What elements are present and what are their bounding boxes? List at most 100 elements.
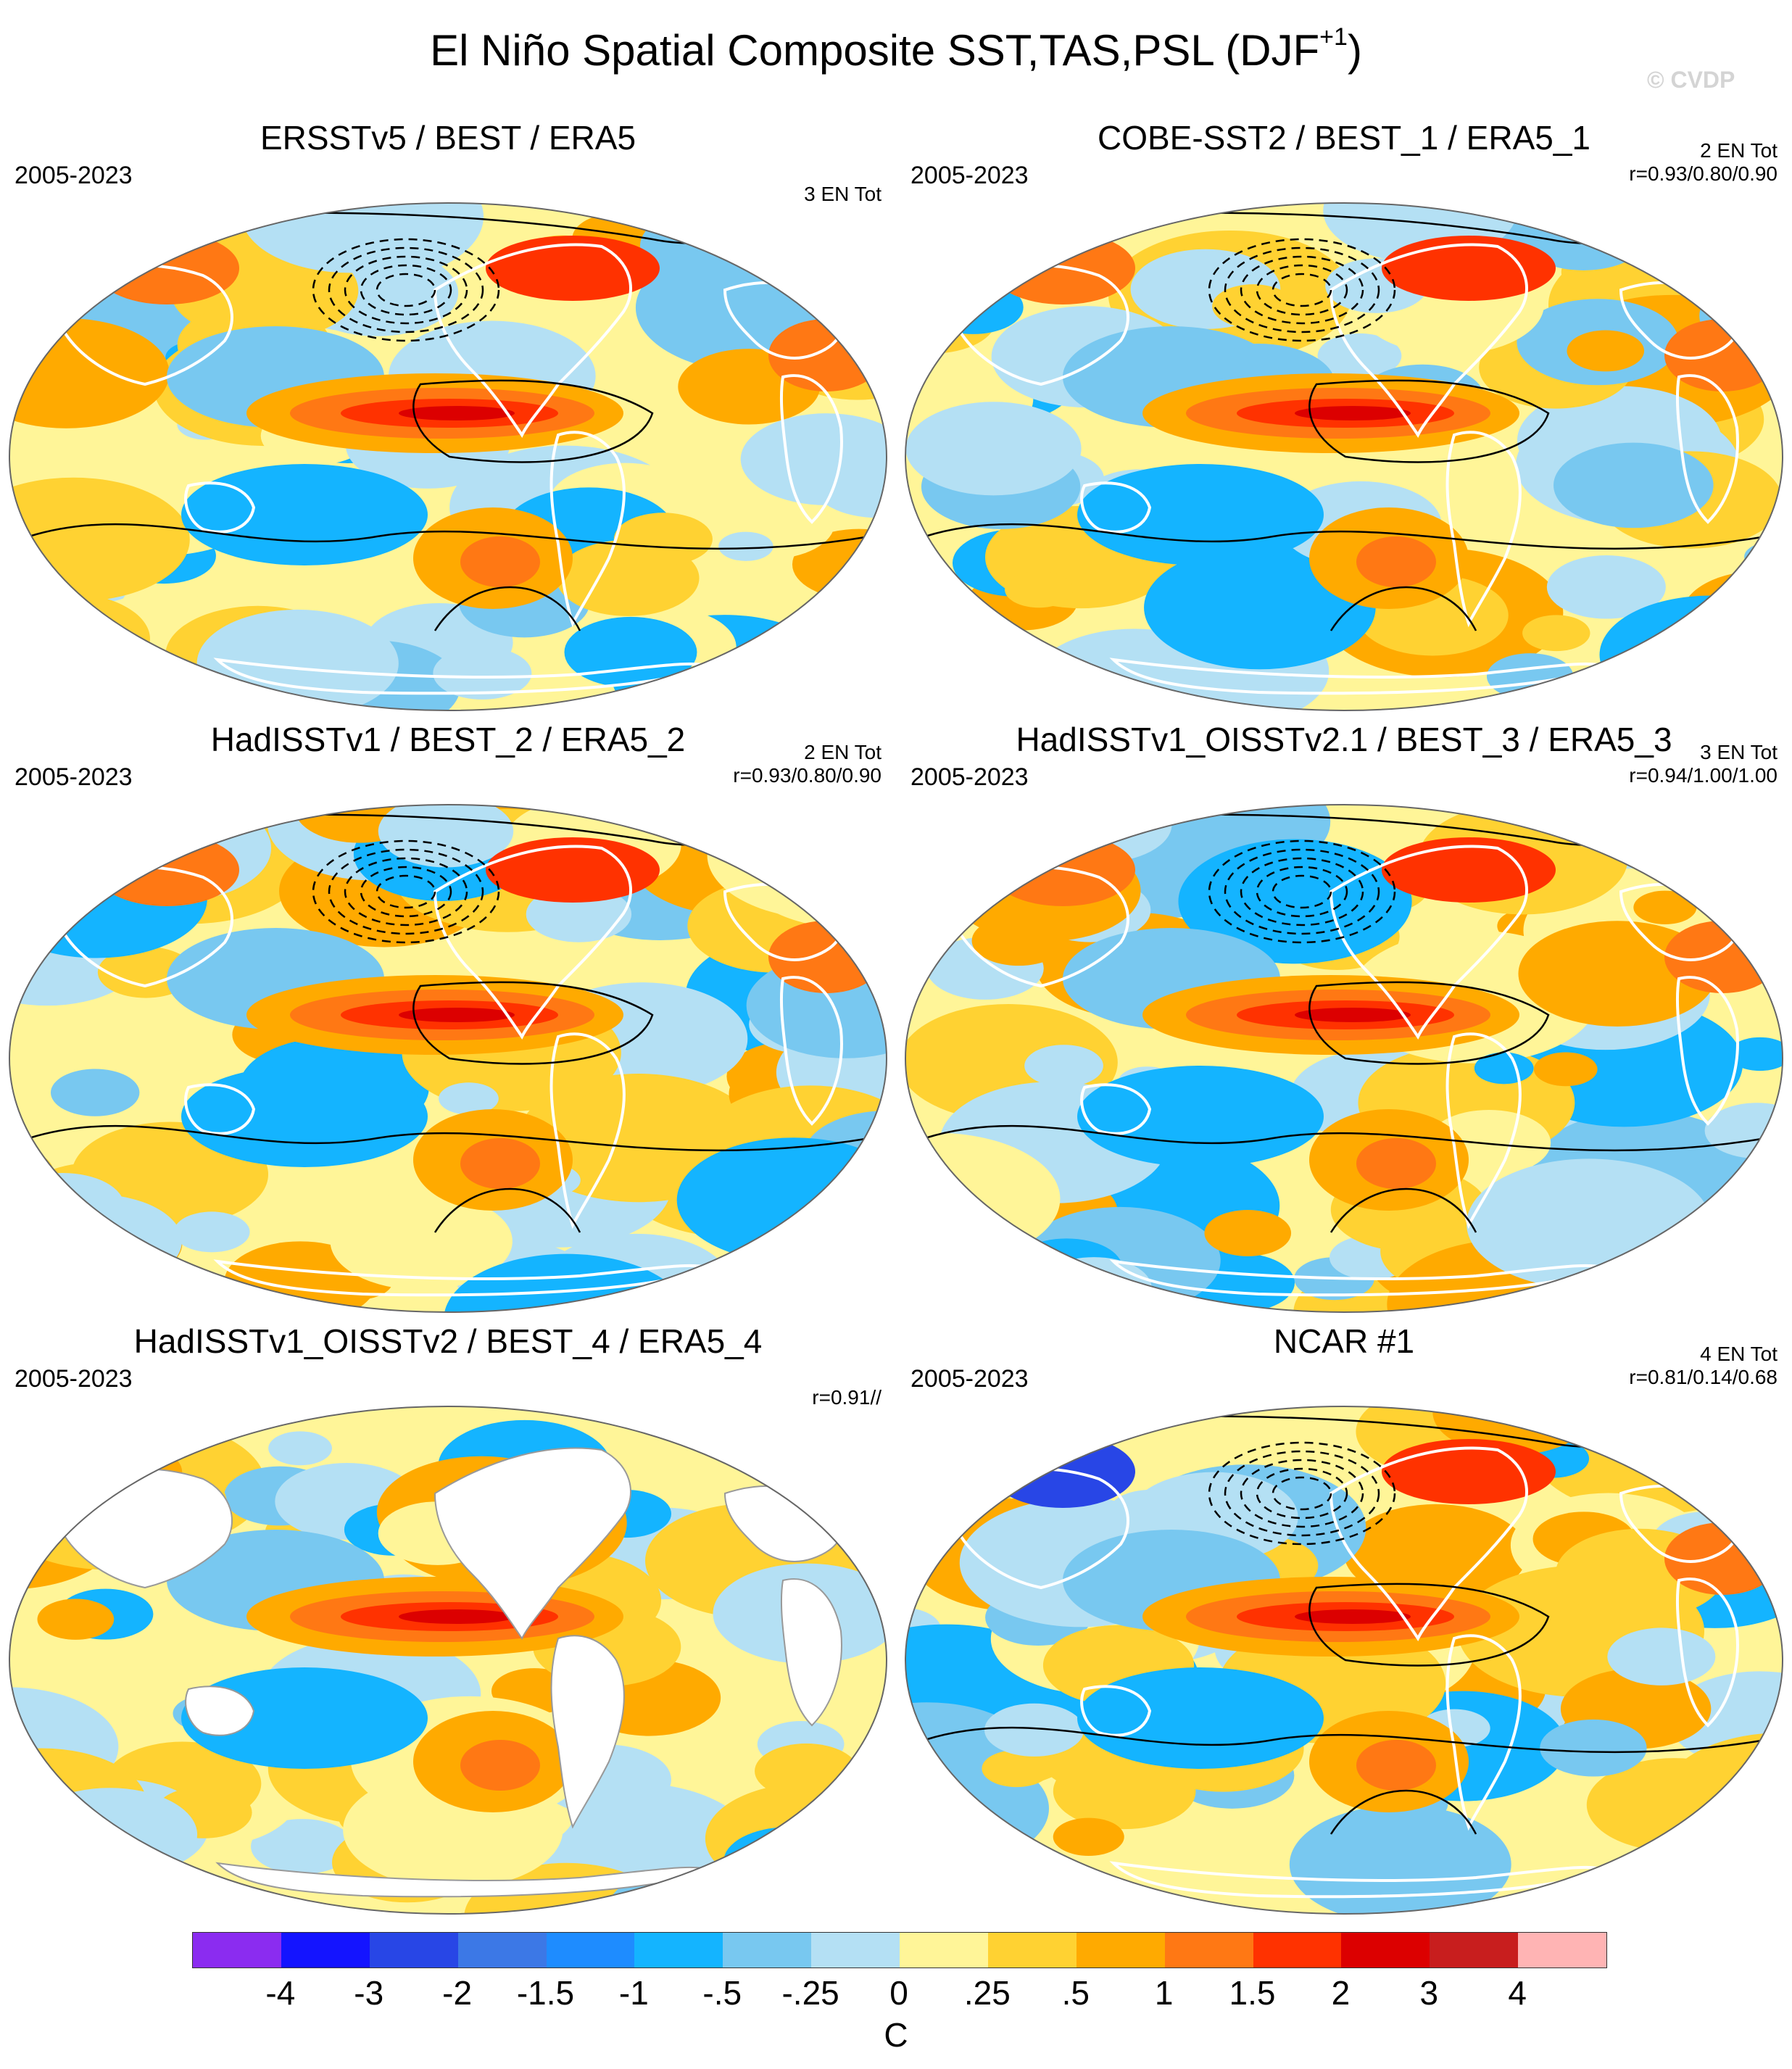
coastline xyxy=(1329,845,1528,1040)
colorbar-swatch xyxy=(1518,1933,1606,1968)
anomaly-patch xyxy=(1317,333,1402,378)
colorbar-tick-label: 3 xyxy=(1419,1974,1439,2012)
cool-anomaly xyxy=(181,464,428,565)
anomaly-patch xyxy=(21,1445,119,1497)
anomaly-patch xyxy=(723,1827,853,1896)
coastline xyxy=(184,481,256,534)
map-border xyxy=(905,804,1783,1313)
psl-contours xyxy=(924,813,1767,1233)
sst-anomaly-map xyxy=(905,1406,1783,1915)
colorbar-swatch xyxy=(1076,1933,1165,1968)
coastline xyxy=(549,431,626,628)
panel-title: ERSSTv5 / BEST / ERA5 xyxy=(260,119,636,157)
psl-contour xyxy=(28,1124,871,1152)
anomaly-patch xyxy=(9,853,59,886)
cool-anomaly xyxy=(181,1667,428,1769)
anomaly-patch xyxy=(1728,1037,1783,1071)
anomaly-patch xyxy=(1567,330,1645,372)
anomaly-patch xyxy=(9,826,82,880)
anomaly-patch xyxy=(1554,442,1714,528)
colorbar-swatch xyxy=(1430,1933,1519,1968)
panel-years: 2005-2023 xyxy=(14,763,133,791)
coastline xyxy=(1329,1446,1528,1641)
anomaly-patch xyxy=(853,805,887,832)
panel-years: 2005-2023 xyxy=(14,1365,133,1393)
psl-contour-negative xyxy=(376,874,436,909)
map-border xyxy=(9,202,887,711)
warm-anomaly xyxy=(486,837,660,903)
panel-years: 2005-2023 xyxy=(910,1365,1029,1393)
psl-contour-negative xyxy=(360,866,452,918)
anomaly-patch xyxy=(564,616,697,688)
cool-anomaly xyxy=(1077,1667,1324,1769)
anomaly-patch xyxy=(905,203,1019,269)
colorbar-swatch xyxy=(369,1933,458,1968)
warm-anomaly xyxy=(1295,1008,1411,1022)
coastline xyxy=(779,976,843,1126)
colorbar-swatch xyxy=(811,1933,900,1968)
psl-contour xyxy=(1330,1789,1477,1835)
psl-contour-negative xyxy=(1272,874,1332,909)
warm-anomaly xyxy=(399,1609,515,1624)
anomaly-patch xyxy=(700,203,824,258)
anomaly-patch xyxy=(812,1442,887,1530)
anomaly-patch xyxy=(439,1082,499,1115)
anomaly-patch xyxy=(1053,1817,1124,1856)
colorbar-swatch xyxy=(193,1933,281,1968)
cool-anomaly xyxy=(1077,1066,1324,1167)
psl-contour xyxy=(412,981,654,1065)
anomaly-patch xyxy=(196,609,399,710)
anomaly-patch xyxy=(1344,1504,1528,1602)
sst-anomaly-map xyxy=(9,804,887,1313)
psl-contour-negative xyxy=(1208,1441,1396,1546)
anomaly-patch xyxy=(905,402,1082,496)
coastline xyxy=(1080,1685,1152,1737)
panel-stats: r=0.91// xyxy=(812,1386,882,1409)
anomaly-patch xyxy=(9,663,104,710)
anomaly-patch xyxy=(639,207,781,283)
psl-contour xyxy=(1308,379,1550,463)
anomaly-patch xyxy=(1546,555,1666,619)
anomaly-patch xyxy=(1540,805,1653,831)
anomaly-patch xyxy=(839,840,887,877)
colorbar-swatch xyxy=(723,1933,812,1968)
warm-anomaly xyxy=(1382,837,1556,903)
colorbar-tick-label: -1 xyxy=(618,1974,649,2012)
anomaly-patch xyxy=(961,805,1111,843)
panel-years: 2005-2023 xyxy=(910,162,1029,189)
panel-title: HadISSTv1 / BEST_2 / ERA5_2 xyxy=(210,721,686,758)
anomaly-patch xyxy=(9,217,101,292)
figure-title-close: ) xyxy=(1347,26,1362,75)
anomaly-patch xyxy=(9,212,93,275)
anomaly-patch xyxy=(433,647,532,700)
anomaly-patch xyxy=(1540,1719,1647,1777)
coastline xyxy=(433,243,632,438)
panel-stats: 2 EN Tot r=0.93/0.80/0.90 xyxy=(733,741,882,787)
anomaly-patch xyxy=(613,513,713,565)
colorbar-tick-label: 4 xyxy=(1508,1974,1527,2012)
colorbar-swatch xyxy=(987,1933,1077,1968)
sst-anomaly-map xyxy=(9,1406,887,1915)
anomaly-patch xyxy=(1024,1045,1103,1087)
land-mask xyxy=(434,1447,631,1640)
warm-anomaly xyxy=(460,536,540,587)
colorbar-swatch xyxy=(457,1933,547,1968)
figure-title: El Niño Spatial Composite SST,TAS,PSL (D… xyxy=(0,22,1792,80)
psl-contour-negative xyxy=(1240,1459,1364,1528)
anomaly-patch xyxy=(721,805,855,845)
psl-contour-negative xyxy=(328,848,484,935)
anomaly-patch xyxy=(982,1750,1052,1788)
anomaly-patch xyxy=(1533,1052,1598,1087)
warm-anomaly xyxy=(399,406,515,420)
colorbar-swatch xyxy=(281,1933,370,1968)
colorbar-tick-label: 1 xyxy=(1154,1974,1174,2012)
psl-contour-negative xyxy=(1256,1467,1348,1519)
psl-contour-negative xyxy=(376,273,436,307)
sst-anomaly-map xyxy=(905,202,1783,711)
warm-anomaly xyxy=(1382,236,1556,301)
coastline xyxy=(1675,976,1739,1126)
anomaly-patch xyxy=(922,280,1024,334)
anomaly-patch xyxy=(9,650,103,710)
warm-anomaly xyxy=(1356,536,1436,587)
colorbar-tick-label: 1.5 xyxy=(1229,1974,1276,2012)
